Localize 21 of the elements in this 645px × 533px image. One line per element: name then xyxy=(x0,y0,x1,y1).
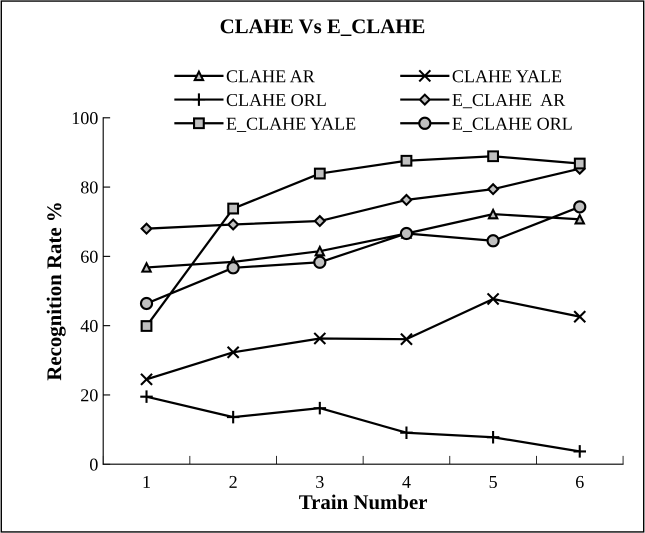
y-axis-title: Recognition Rate % xyxy=(46,203,66,380)
legend-label: CLAHE ORL xyxy=(226,94,326,106)
x-tick-label: 6 xyxy=(576,476,584,488)
x-tick-label: 3 xyxy=(316,476,324,488)
y-tick-label: 60 xyxy=(81,250,98,263)
x-tick-label: 4 xyxy=(402,476,411,488)
y-tick-label: 100 xyxy=(72,112,98,124)
y-tick-label: 20 xyxy=(81,389,98,402)
legend-label: E_CLAHE ORL xyxy=(452,118,572,132)
y-tick-label: 80 xyxy=(80,181,98,194)
chart-title: CLAHE Vs E_CLAHE xyxy=(220,19,424,36)
legend-label: CLAHE YALE xyxy=(452,70,562,82)
x-tick-label: 2 xyxy=(229,476,237,488)
legend-label: E_CLAHE YALE xyxy=(226,118,356,132)
x-tick-label: 1 xyxy=(144,476,150,488)
x-tick-label: 5 xyxy=(490,476,497,488)
x-axis-title: Train Number xyxy=(299,494,428,510)
y-tick-label: 40 xyxy=(80,320,98,332)
legend-label: CLAHE AR xyxy=(226,70,315,82)
legend-label: E_CLAHE AR xyxy=(452,94,566,108)
y-tick-label: 0 xyxy=(90,458,98,471)
